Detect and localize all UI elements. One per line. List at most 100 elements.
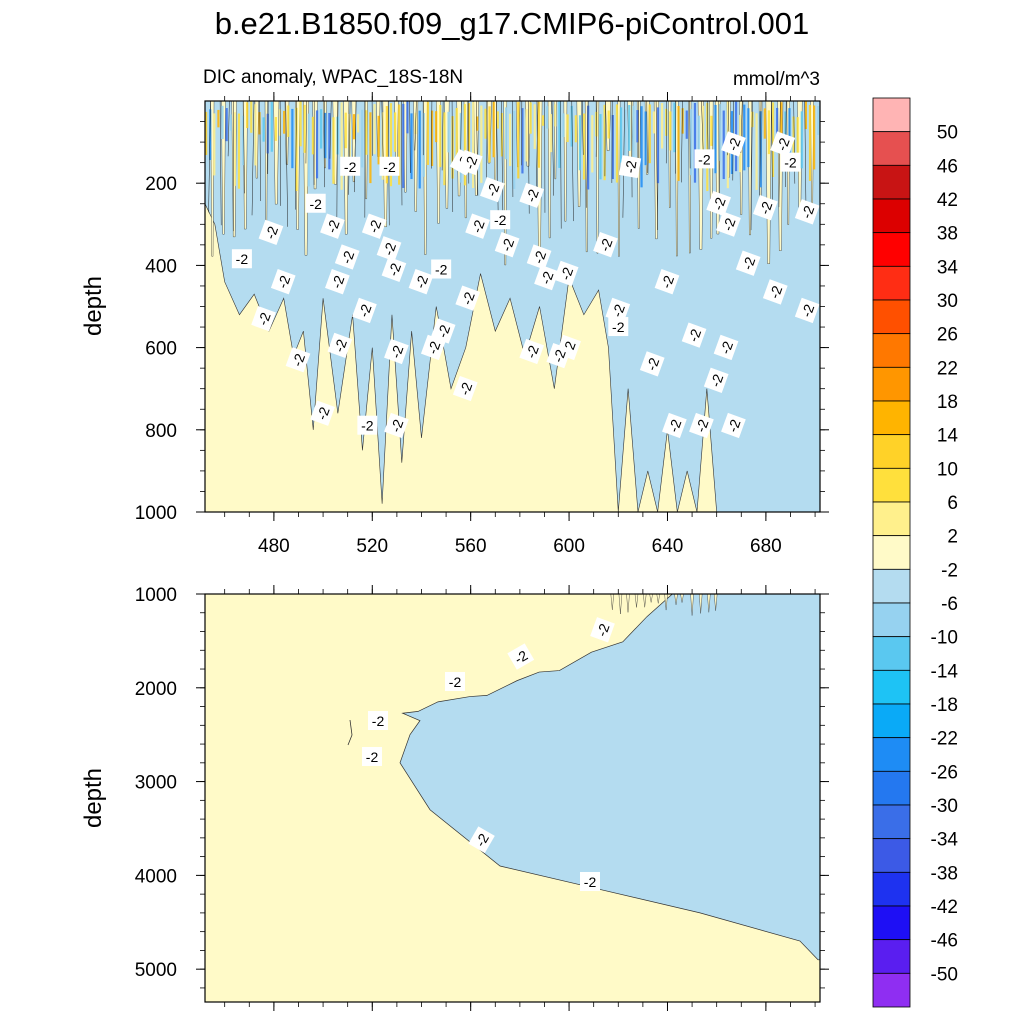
upper-surface-stripe (587, 105, 590, 190)
svg-text:-2: -2 (557, 265, 576, 282)
upper-contour-line (560, 101, 562, 229)
upper-contour-line (305, 101, 307, 164)
contour-label: -2 (408, 269, 434, 295)
svg-text:-2: -2 (338, 248, 357, 265)
upper-positive-finger (595, 101, 600, 254)
svg-text:-2: -2 (739, 255, 758, 272)
upper-surface-stripe (710, 115, 713, 146)
upper-surface-stripe (771, 102, 775, 178)
svg-text:-2: -2 (537, 269, 556, 286)
upper-surface-stripe (525, 109, 528, 162)
lower-positive-finger (707, 594, 711, 613)
colorbar-label: -34 (931, 830, 959, 851)
upper-surface-stripe (291, 108, 294, 169)
upper-surface-stripe (570, 105, 573, 147)
lower-negative-region (399, 594, 820, 961)
lower-ytick-label: 5000 (135, 960, 177, 981)
svg-text:-2: -2 (766, 283, 785, 300)
upper-contour-line (631, 101, 633, 198)
upper-xtick-label: 640 (652, 536, 684, 557)
contour-label: -2 (490, 210, 511, 230)
contour-label: -2 (681, 322, 707, 348)
colorbar-box (872, 939, 911, 974)
upper-surface-stripe (714, 104, 717, 174)
upper-surface-stripe (233, 112, 236, 186)
upper-surface-stripe (410, 113, 413, 180)
contour-label: -2 (480, 176, 505, 203)
svg-text:-2: -2 (385, 261, 404, 278)
upper-surface-stripe (509, 113, 512, 166)
svg-text:-2: -2 (773, 135, 792, 152)
upper-surface-stripe (767, 110, 771, 155)
lower-positive-finger (643, 594, 647, 608)
upper-ytick-label: 200 (145, 174, 177, 195)
lower-positive-finger (713, 594, 718, 611)
upper-ytick-label: 1000 (135, 503, 177, 524)
colorbar-label: 38 (937, 224, 958, 245)
svg-text:-2: -2 (698, 151, 711, 167)
lower-ytick-label: 3000 (135, 773, 177, 794)
upper-surface-stripe (681, 108, 684, 134)
svg-text:-2: -2 (361, 418, 374, 434)
svg-text:-2: -2 (459, 289, 478, 306)
svg-text:-2: -2 (798, 203, 817, 220)
colorbar-label: -2 (941, 560, 958, 581)
svg-text:-2: -2 (724, 417, 743, 434)
colorbar-box (872, 434, 911, 469)
upper-surface-stripe (361, 109, 364, 168)
upper-surface-stripe (455, 107, 458, 159)
upper-surface-stripe (320, 109, 323, 149)
svg-text:-2: -2 (236, 251, 249, 267)
upper-ylabel: depth (80, 276, 107, 336)
lower-ytick-label: 2000 (135, 679, 177, 700)
lower-positive-finger (649, 594, 653, 603)
upper-surface-stripe (636, 110, 639, 143)
colorbar-label: -26 (931, 762, 958, 783)
contour-label: -2 (362, 747, 382, 766)
upper-surface-stripe (225, 108, 228, 142)
upper-surface-stripe (303, 104, 306, 153)
upper-surface-stripe (550, 114, 553, 153)
contour-label: -2 (553, 260, 579, 287)
upper-surface-stripe (697, 115, 701, 167)
upper-surface-stripe (677, 105, 680, 181)
upper-surface-stripe (328, 112, 331, 170)
contour-label: -2 (654, 269, 680, 295)
upper-surface-stripe (632, 105, 635, 172)
upper-surface-stripe (430, 110, 434, 166)
upper-contour-line (348, 101, 351, 195)
upper-surface-stripe (484, 108, 487, 139)
upper-surface-stripe (800, 111, 803, 169)
upper-contour-line (701, 101, 704, 153)
upper-surface-stripe (221, 105, 224, 139)
svg-text:-2: -2 (355, 302, 374, 319)
colorbar-label: -50 (931, 964, 958, 985)
upper-surface-stripe (422, 113, 425, 177)
colorbar-label: 10 (937, 459, 958, 480)
upper-contour-line (401, 101, 403, 206)
upper-surface-stripe (615, 104, 619, 183)
colorbar-box (872, 703, 911, 739)
contour-label: -2 (430, 318, 456, 344)
upper-surface-stripe (229, 114, 232, 131)
contour-label: -2 (618, 155, 642, 179)
contour-label: -2 (361, 213, 387, 239)
upper-xtick-label: 520 (356, 536, 388, 557)
contour-label: -2 (546, 343, 572, 369)
svg-text:-2: -2 (784, 155, 797, 171)
colorbar-box (872, 131, 911, 166)
contour-label: -2 (689, 412, 714, 439)
contour-label: -2 (251, 306, 276, 332)
contour-label: -2 (605, 297, 631, 324)
upper-surface-stripe (246, 102, 249, 129)
lower-panel-frame (204, 593, 821, 1003)
upper-contour-line (486, 101, 488, 184)
svg-text:-2: -2 (468, 218, 487, 235)
svg-text:-2: -2 (584, 874, 597, 890)
colorbar-label: 14 (937, 426, 959, 447)
upper-contour-line (512, 101, 514, 197)
svg-text:-2: -2 (344, 159, 357, 175)
upper-surface-stripe (759, 111, 762, 188)
colorbar-label: 30 (937, 291, 958, 312)
colorbar-label: 22 (937, 358, 958, 379)
